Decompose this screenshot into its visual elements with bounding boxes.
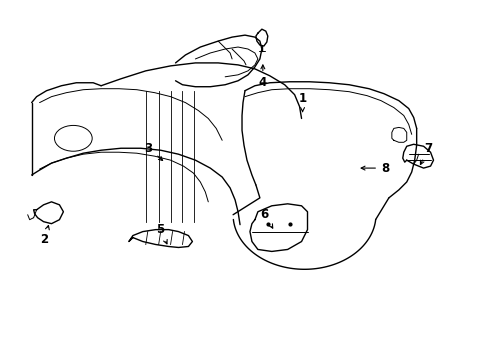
Text: 5: 5 xyxy=(156,223,167,244)
Text: 3: 3 xyxy=(144,142,163,161)
Text: 6: 6 xyxy=(260,208,272,228)
Text: 7: 7 xyxy=(420,142,432,165)
Text: 8: 8 xyxy=(361,162,388,175)
Text: 1: 1 xyxy=(298,92,306,112)
Text: 4: 4 xyxy=(258,65,266,89)
Text: 2: 2 xyxy=(41,226,49,246)
